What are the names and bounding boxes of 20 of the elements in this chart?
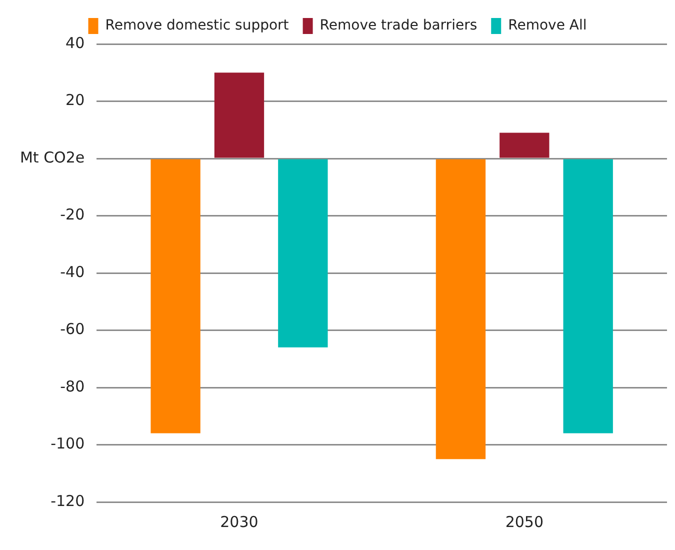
bar [214, 72, 264, 158]
y-tick-label: 20 [66, 91, 85, 110]
legend-label: Remove domestic support [105, 18, 290, 34]
y-tick-label: -20 [60, 206, 85, 224]
y-tick-label: 40 [66, 34, 85, 52]
y-tick-label: Mt CO2e [20, 148, 85, 166]
bar [278, 159, 328, 348]
x-tick-label: 2050 [505, 512, 544, 531]
y-tick-label: -40 [60, 262, 85, 281]
legend-label: Remove trade barriers [320, 18, 478, 34]
y-tick-label: -60 [60, 320, 85, 338]
y-tick-label: -120 [50, 492, 85, 510]
legend-label: Remove All [508, 18, 587, 34]
x-tick-label: 2030 [220, 512, 258, 531]
bar [563, 159, 613, 434]
bar [436, 159, 486, 460]
y-tick-label: -100 [50, 434, 85, 453]
bar [500, 132, 550, 158]
y-tick-label: -80 [60, 377, 85, 396]
bar [150, 159, 200, 434]
